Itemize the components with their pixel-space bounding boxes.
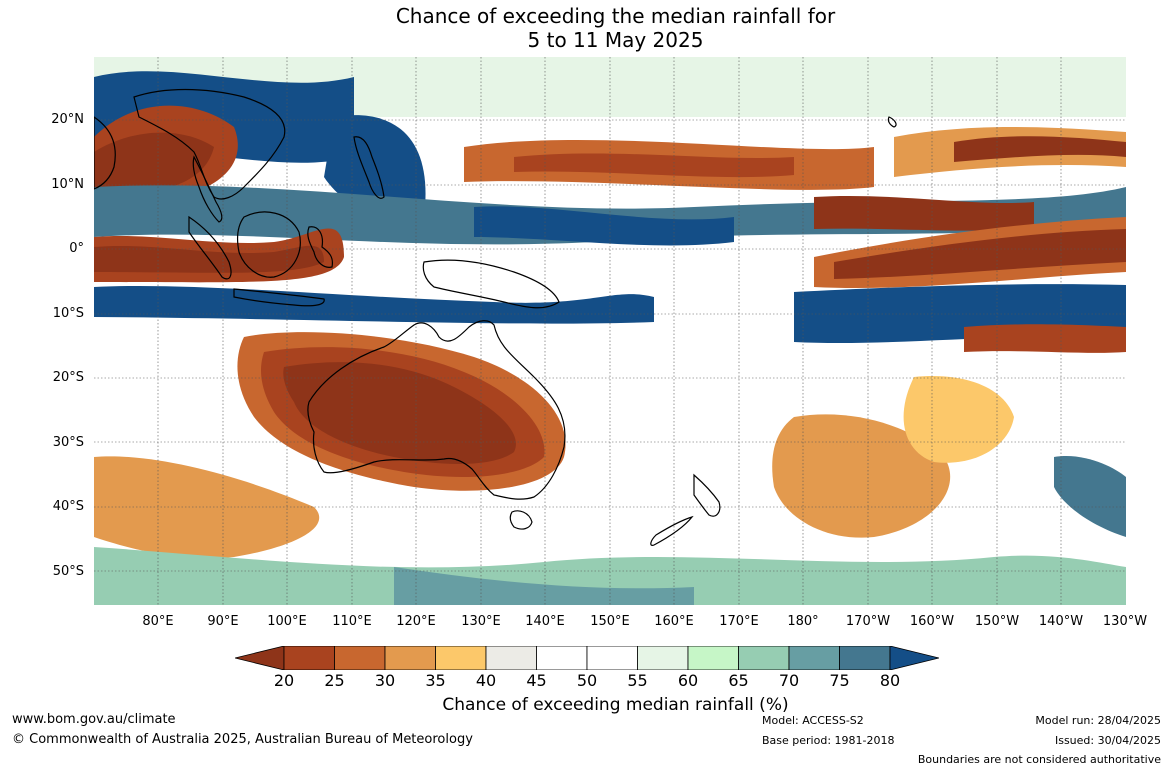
- colorbar-cell: [788, 646, 840, 670]
- footer-model: Model: ACCESS-S2: [762, 714, 864, 727]
- footer-copyright: © Commonwealth of Australia 2025, Austra…: [12, 732, 473, 747]
- lat-label-10n: 10°N: [51, 177, 84, 192]
- java-outline: [233, 288, 325, 307]
- colorbar-cell: [839, 646, 891, 670]
- colorbar-arrow-low: [235, 646, 285, 670]
- colorbar-cell: [485, 646, 537, 670]
- rainfall-probability-map: [94, 57, 1126, 605]
- colorbar-cell: [283, 646, 335, 670]
- sumatra-outline: [188, 215, 232, 280]
- map-svg: [94, 57, 1126, 605]
- lat-label-10s: 10°S: [52, 306, 84, 321]
- malay-peninsula-outline: [192, 155, 223, 223]
- lon-label-170e: 170°E: [719, 614, 759, 629]
- colorbar-tick-label: 40: [475, 671, 497, 690]
- lon-label-150e: 150°E: [590, 614, 630, 629]
- lat-label-50s: 50°S: [52, 564, 84, 579]
- colorbar-cell: [435, 646, 487, 670]
- colorbar-tick-label: 20: [273, 671, 295, 690]
- lon-label-110e: 110°E: [332, 614, 372, 629]
- colorbar-tick-label: 50: [576, 671, 598, 690]
- footer-website[interactable]: www.bom.gov.au/climate: [12, 712, 176, 727]
- colorbar-tick-label: 60: [677, 671, 699, 690]
- footer-issued: Issued: 30/04/2025: [1054, 734, 1161, 747]
- title-line-1: Chance of exceeding the median rainfall …: [395, 4, 836, 28]
- lat-label-20s: 20°S: [52, 370, 84, 385]
- colorbar-tick-label: 80: [879, 671, 901, 690]
- colorbar-cell: [536, 646, 588, 670]
- colorbar-tick-label: 70: [778, 671, 800, 690]
- india-outline: [94, 116, 116, 190]
- lon-label-160e: 160°E: [654, 614, 694, 629]
- colorbar-cells: [283, 646, 891, 670]
- lon-label-170w: 170°W: [845, 614, 891, 629]
- lon-label-100e: 100°E: [267, 614, 307, 629]
- colorbar-label: Chance of exceeding median rainfall (%): [442, 695, 789, 715]
- lat-label-30s: 30°S: [52, 435, 84, 450]
- lon-label-90e: 90°E: [207, 614, 239, 629]
- colorbar-cell: [687, 646, 739, 670]
- colorbar-cell: [334, 646, 386, 670]
- colorbar-cell: [738, 646, 790, 670]
- hawaii-outline: [887, 116, 897, 128]
- colorbar-cell: [637, 646, 689, 670]
- lon-label-120e: 120°E: [396, 614, 436, 629]
- lon-label-80e: 80°E: [142, 614, 174, 629]
- philippines-outline: [353, 136, 385, 199]
- lon-label-140w: 140°W: [1038, 614, 1084, 629]
- colorbar: [235, 646, 939, 670]
- colorbar-tick-label: 30: [374, 671, 396, 690]
- colorbar-tick-label: 75: [829, 671, 850, 690]
- footer-base-period: Base period: 1981-2018: [762, 734, 895, 747]
- colorbar-cell: [586, 646, 638, 670]
- colorbar-tick-label: 35: [425, 671, 446, 690]
- title-line-2: 5 to 11 May 2025: [527, 28, 704, 52]
- tasmania-outline: [509, 510, 533, 530]
- sulawesi-outline: [307, 226, 334, 268]
- lat-label-20n: 20°N: [51, 112, 84, 127]
- lon-label-150w: 150°W: [974, 614, 1020, 629]
- new-zealand-outline: [650, 473, 721, 546]
- colorbar-tick-label: 65: [728, 671, 749, 690]
- new-guinea-outline: [422, 259, 560, 309]
- footer-model-run: Model run: 28/04/2025: [1035, 714, 1161, 727]
- indochina-outline: [133, 88, 286, 200]
- colorbar-arrow-high: [889, 646, 939, 670]
- lat-label-0: 0°: [69, 241, 84, 256]
- footer-disclaimer: Boundaries are not considered authoritat…: [917, 753, 1161, 766]
- colorbar-cell: [384, 646, 436, 670]
- colorbar-tick-label: 25: [324, 671, 345, 690]
- colorbar-tick-label: 45: [526, 671, 547, 690]
- graticule: [94, 57, 1126, 605]
- borneo-outline: [237, 211, 301, 278]
- lon-label-130e: 130°E: [461, 614, 501, 629]
- lat-label-40s: 40°S: [52, 499, 84, 514]
- colorbar-tick-label: 55: [627, 671, 648, 690]
- lon-label-130w: 130°W: [1102, 614, 1148, 629]
- australia-outline: [307, 320, 566, 500]
- lon-label-180: 180°: [787, 614, 819, 629]
- coastlines: [94, 88, 897, 546]
- lon-label-160w: 160°W: [909, 614, 955, 629]
- lon-label-140e: 140°E: [525, 614, 565, 629]
- map-title: Chance of exceeding the median rainfall …: [0, 4, 1173, 52]
